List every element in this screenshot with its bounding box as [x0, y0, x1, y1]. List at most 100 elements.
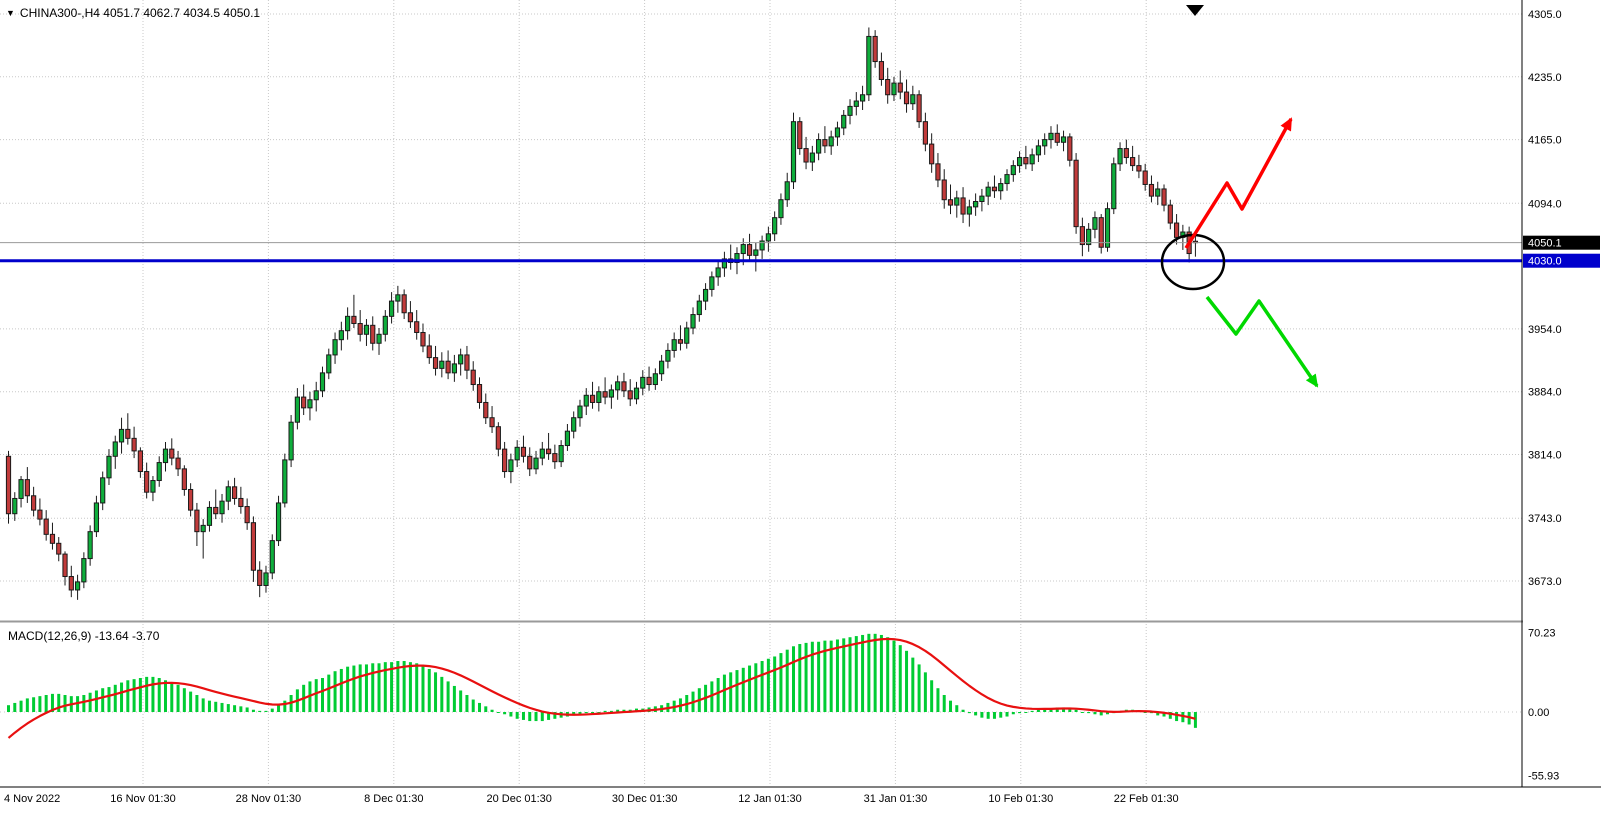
macd-bar [735, 670, 739, 712]
macd-bar [591, 712, 595, 713]
macd-bar [465, 695, 469, 712]
candle-body-up [508, 459, 514, 473]
macd-bar [1068, 708, 1072, 712]
macd-bar [942, 695, 946, 712]
candle-body-up [74, 581, 81, 591]
macd-bar [239, 706, 243, 712]
chart-shift-marker-icon[interactable] [1186, 5, 1204, 16]
macd-bar [283, 700, 287, 712]
current-price-badge[interactable] [1523, 235, 1600, 250]
candle-body-down [489, 417, 495, 428]
candle-body-up [206, 506, 213, 526]
macd-bar [967, 712, 971, 714]
candle-body-down [1054, 132, 1060, 143]
macd-bar [540, 712, 544, 722]
candle-body-up [150, 480, 156, 493]
candle-body-up [451, 363, 457, 374]
price-tick-label: 3673.0 [1528, 576, 1562, 588]
candle-body-up [376, 333, 382, 344]
candle-body-down [621, 381, 627, 392]
candle-body-down [125, 428, 131, 439]
candle-body-down [407, 312, 414, 323]
macd-axis-labels: 70.23 0.00 -55.93 [1528, 627, 1559, 782]
candle-body-up [263, 572, 269, 586]
candle-body-down [495, 426, 501, 450]
macd-bar [157, 678, 161, 712]
macd-bar [1030, 710, 1034, 712]
candle-body-up [1086, 228, 1092, 246]
candle-body-down [935, 163, 941, 181]
macd-bar [999, 712, 1003, 718]
macd-bar [817, 641, 821, 712]
support-line-badge[interactable] [1523, 253, 1600, 268]
macd-bar [245, 707, 249, 712]
candle-body-down [872, 35, 878, 63]
time-tick-label: 8 Dec 01:30 [364, 793, 423, 805]
macd-bar [992, 712, 996, 719]
time-tick-label: 4 Nov 2022 [4, 793, 60, 805]
candle-body-up [200, 524, 206, 533]
macd-bar [1193, 712, 1197, 728]
candle-body-down [929, 143, 935, 165]
candle-body-up [118, 428, 125, 443]
candle-body-down [476, 384, 483, 403]
macd-bar [873, 633, 877, 712]
candle-body-up [615, 381, 621, 391]
bearish-scenario-arrow[interactable] [1205, 295, 1319, 388]
macd-bar [327, 674, 331, 712]
macd-bar [195, 695, 199, 712]
candle-body-up [363, 324, 370, 335]
macd-bar [779, 653, 783, 712]
candle-body-up [778, 199, 784, 219]
candle-body-up [709, 276, 715, 290]
macd-bar [823, 640, 827, 712]
macd-bar [879, 634, 883, 712]
macd-tick-label: 70.23 [1528, 627, 1556, 639]
price-tick-label: 3743.0 [1528, 513, 1562, 525]
candle-body-up [659, 360, 665, 375]
candle-body-down [68, 576, 74, 591]
bullish-scenario-arrow[interactable] [1184, 117, 1293, 249]
candle-body-up [809, 152, 815, 163]
candle-body-down [1073, 159, 1079, 228]
candle-body-up [558, 445, 564, 463]
candle-body-up [979, 195, 985, 203]
candle-body-up [577, 405, 583, 419]
price-tick-label: 4094.0 [1528, 198, 1562, 210]
candle-body-up [1060, 136, 1067, 143]
candle-body-up [533, 457, 539, 470]
macd-bar [986, 712, 990, 719]
candle-body-up [282, 459, 288, 504]
candle-body-up [966, 206, 972, 215]
macd-bar [1168, 712, 1172, 719]
candle-body-up [740, 244, 746, 255]
macd-bar [421, 665, 425, 712]
candle-body-up [100, 477, 106, 504]
candle-body-down [144, 471, 150, 493]
candle-body-up [759, 240, 765, 251]
candle-body-up [702, 288, 709, 302]
macd-bar [854, 636, 858, 712]
macd-bar [898, 645, 902, 712]
candle-body-down [922, 121, 928, 145]
macd-bar [622, 709, 626, 712]
candle-body-down [250, 522, 257, 571]
candle-body-up [1004, 174, 1010, 185]
current-price-badge-text: 4050.1 [1528, 238, 1562, 250]
macd-bar [1143, 712, 1147, 713]
macd-bar [1156, 712, 1160, 716]
symbol-marker-icon: ▼ [6, 7, 15, 18]
macd-bar [50, 693, 54, 712]
macd-bar [490, 709, 494, 712]
macd-bar [88, 692, 92, 712]
candle-body-down [5, 455, 12, 515]
candle-body-up [853, 100, 859, 107]
macd-bar [980, 712, 984, 718]
candle-body-up [684, 327, 690, 344]
candle-body-up [219, 500, 225, 515]
macd-bar [503, 712, 507, 715]
macd-bar [277, 705, 281, 712]
candle-body-down [31, 495, 37, 511]
